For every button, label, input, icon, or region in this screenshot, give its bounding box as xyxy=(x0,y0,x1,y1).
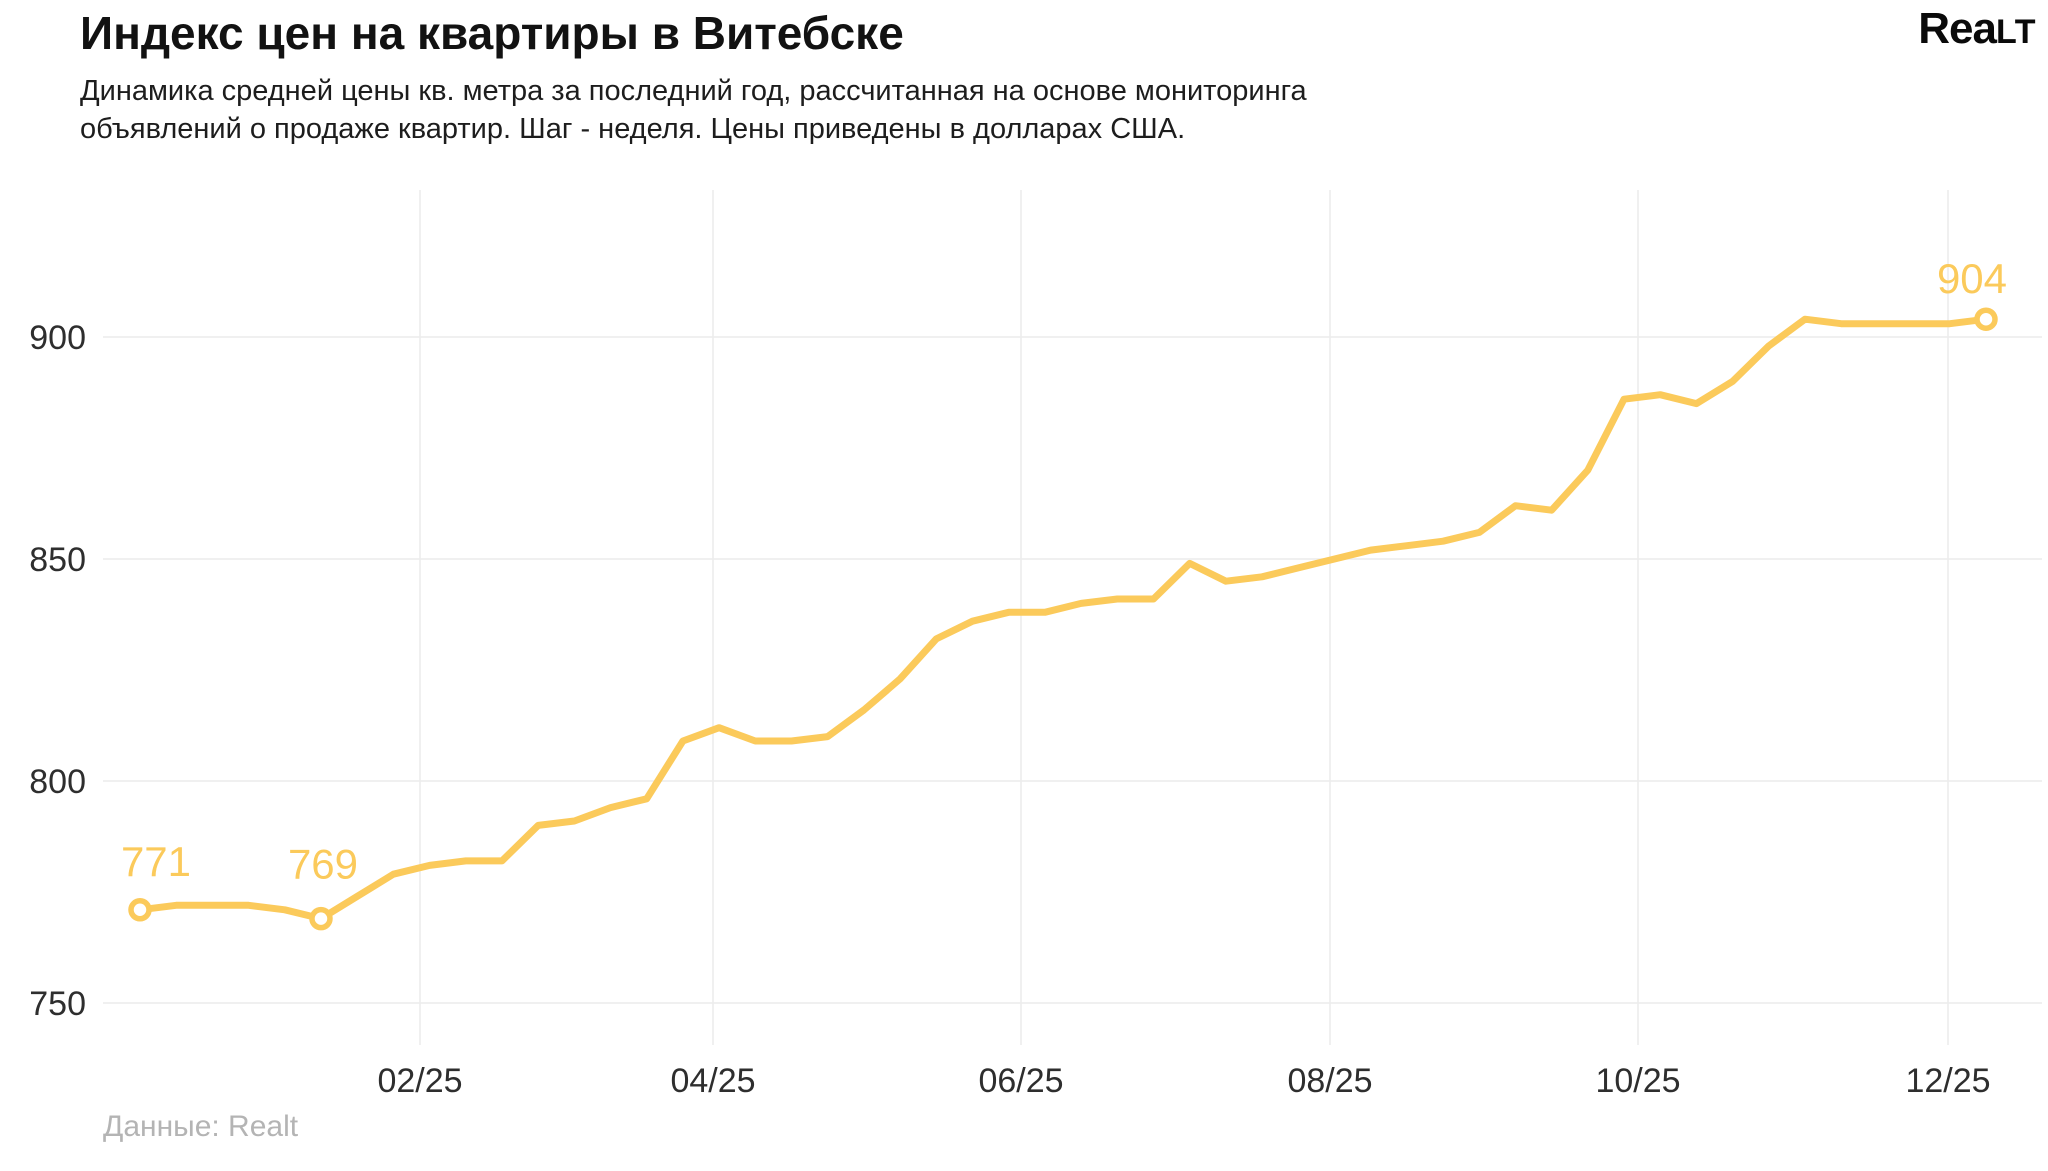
data-point-label: 904 xyxy=(1937,255,2007,302)
data-point-label: 769 xyxy=(288,841,358,888)
x-axis-label: 02/25 xyxy=(377,1062,462,1100)
x-axis-label: 06/25 xyxy=(978,1062,1063,1100)
realt-logo: Rea LT xyxy=(1918,4,2036,54)
data-point-label: 771 xyxy=(121,838,191,885)
data-point-marker xyxy=(128,898,152,922)
source-note: Данные: Realt xyxy=(103,1110,299,1143)
realt-logo-text-main: Rea xyxy=(1918,4,1997,53)
x-axis-label: 08/25 xyxy=(1287,1062,1372,1100)
x-axis-label: 12/25 xyxy=(1905,1062,1990,1100)
y-axis-label: 900 xyxy=(29,319,86,357)
y-axis-label: 800 xyxy=(29,763,86,801)
chart-subtitle: Динамика средней цены кв. метра за после… xyxy=(80,75,1307,146)
y-axis-label: 850 xyxy=(29,541,86,579)
data-point-marker xyxy=(1974,307,1998,331)
x-axis-label: 04/25 xyxy=(670,1062,755,1100)
y-axis-label: 750 xyxy=(29,985,86,1023)
x-axis-label: 10/25 xyxy=(1595,1062,1680,1100)
data-point-marker xyxy=(309,906,333,931)
price-line xyxy=(136,315,1990,923)
realt-logo-text-small: LT xyxy=(1995,13,2036,51)
page-title: Индекс цен на квартиры в Витебске xyxy=(80,7,904,59)
